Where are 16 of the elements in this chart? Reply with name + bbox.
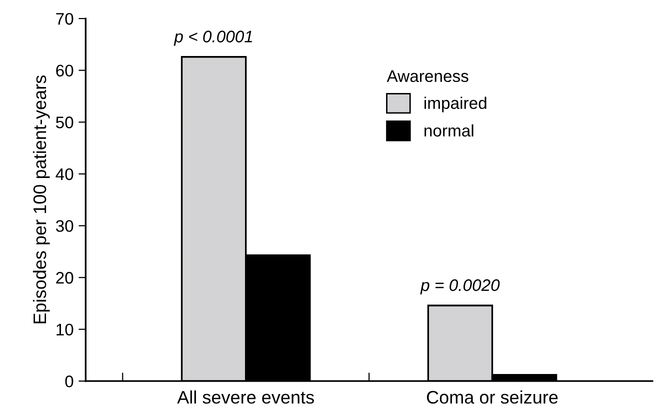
x-tick-label: All severe events xyxy=(177,390,314,404)
legend-label: normal xyxy=(424,124,474,137)
y-tick-label: 30 xyxy=(56,220,74,232)
y-tick-label: 60 xyxy=(56,64,74,77)
x-tick-label: Coma or seizure xyxy=(426,390,558,404)
annotation: p = 0.0020 xyxy=(420,279,500,294)
legend-title: Awareness xyxy=(386,70,468,82)
y-tick-label: 10 xyxy=(56,324,74,336)
y-tick-label: 40 xyxy=(56,168,74,180)
legend-label: impaired xyxy=(424,96,486,112)
y-tick-label: 20 xyxy=(56,272,74,284)
y-axis-title: Episodes per 100 patient-years xyxy=(32,76,50,324)
y-tick-label: 50 xyxy=(56,116,74,128)
annotation: p < 0.0001 xyxy=(174,30,252,46)
y-tick-label: 70 xyxy=(56,12,74,25)
y-tick-label: 0 xyxy=(65,376,74,388)
